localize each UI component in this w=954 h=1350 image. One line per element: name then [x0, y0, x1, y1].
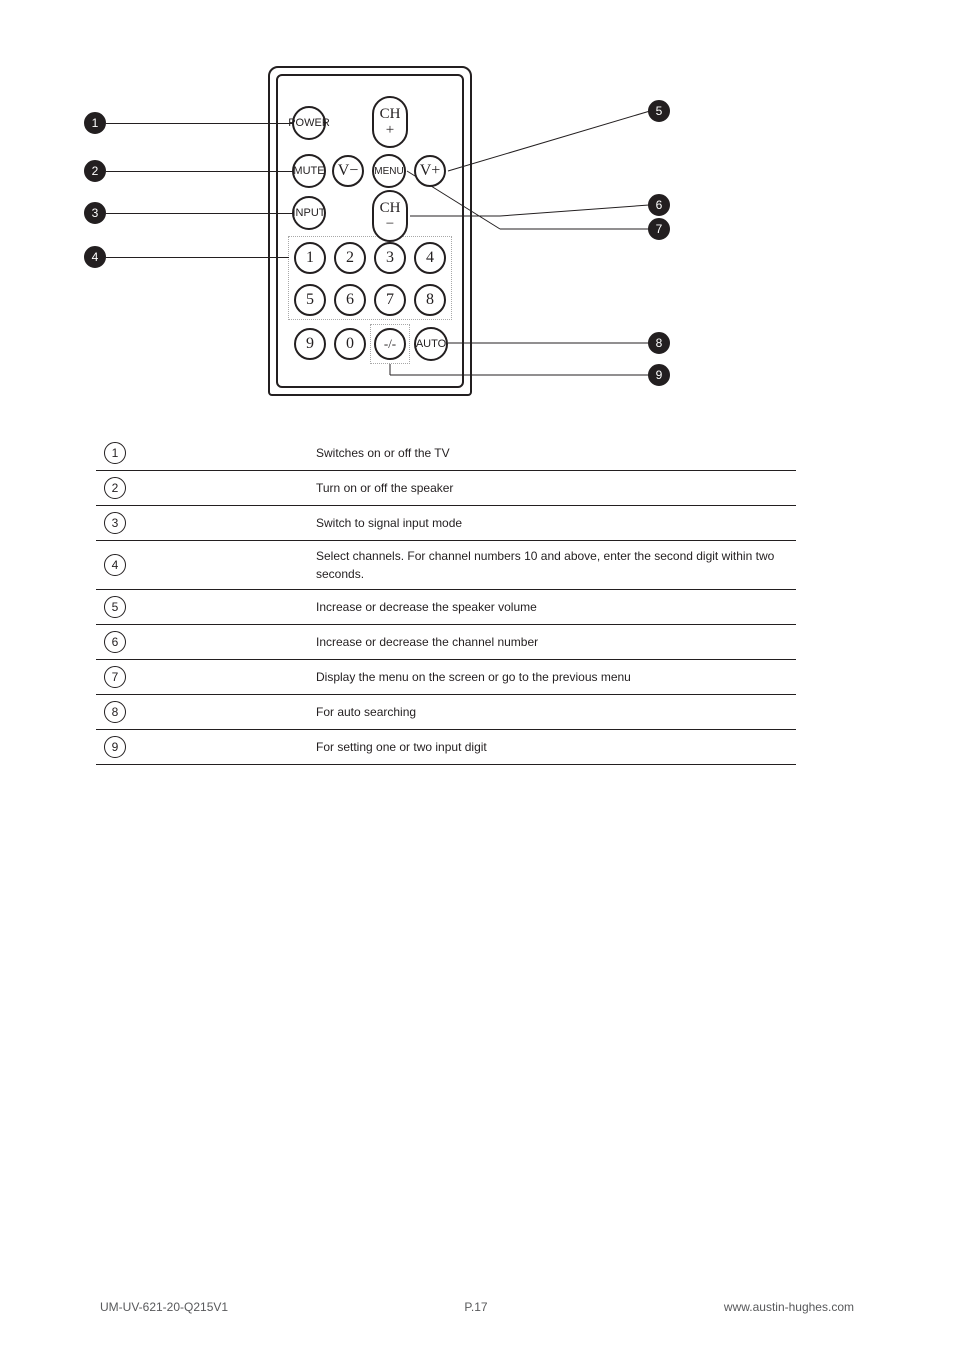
- input-label: INPUT: [293, 207, 326, 219]
- digit-toggle-label: -/-: [384, 336, 396, 352]
- table-row: 9 For setting one or two input digit: [96, 730, 796, 765]
- auto-label: AUTO: [416, 338, 446, 350]
- digit-8: 8: [414, 284, 446, 316]
- table-row: 2 Turn on or off the speaker: [96, 471, 796, 506]
- footer-center: P.17: [464, 1300, 487, 1314]
- menu-button: MENU: [372, 154, 406, 188]
- ch-minus-button: CH −: [372, 190, 408, 242]
- callout-badge-9: 9: [648, 364, 670, 386]
- digit-toggle-button: -/-: [374, 328, 406, 360]
- row-text-1: Switches on or off the TV: [316, 444, 796, 462]
- callout-badge-1: 1: [84, 112, 106, 134]
- auto-button: AUTO: [414, 327, 448, 361]
- power-label: POWER: [288, 117, 330, 129]
- leader-3: [106, 213, 293, 214]
- table-row: 3 Switch to signal input mode: [96, 506, 796, 541]
- ch-plus-symbol: +: [386, 123, 394, 138]
- leader-1: [106, 123, 293, 124]
- callout-badge-2: 2: [84, 160, 106, 182]
- leader-2: [106, 171, 293, 172]
- ch-plus-button: CH +: [372, 96, 408, 148]
- digit-9: 9: [294, 328, 326, 360]
- ch-label-bottom: CH: [380, 200, 401, 217]
- row-badge-2: 2: [104, 477, 126, 499]
- input-button: INPUT: [292, 196, 326, 230]
- digit-6: 6: [334, 284, 366, 316]
- table-row: 6 Increase or decrease the channel numbe…: [96, 625, 796, 660]
- row-text-9: For setting one or two input digit: [316, 738, 796, 756]
- row-badge-7: 7: [104, 666, 126, 688]
- row-text-2: Turn on or off the speaker: [316, 479, 796, 497]
- table-row: 4 Select channels. For channel numbers 1…: [96, 541, 796, 590]
- page-footer: UM-UV-621-20-Q215V1 P.17 www.austin-hugh…: [0, 1300, 954, 1314]
- table-row: 8 For auto searching: [96, 695, 796, 730]
- digit-7: 7: [374, 284, 406, 316]
- table-row: 5 Increase or decrease the speaker volum…: [96, 590, 796, 625]
- digit-0: 0: [334, 328, 366, 360]
- row-text-6: Increase or decrease the channel number: [316, 633, 796, 651]
- remote-diagram: POWER CH + MUTE V− MENU V+ INPUT CH − 1 …: [0, 66, 954, 406]
- page-content: POWER CH + MUTE V− MENU V+ INPUT CH − 1 …: [0, 66, 954, 406]
- row-text-3: Switch to signal input mode: [316, 514, 796, 532]
- row-text-7: Display the menu on the screen or go to …: [316, 668, 796, 686]
- description-table: 1 Switches on or off the TV 2 Turn on or…: [96, 436, 796, 765]
- vol-plus-button: V+: [414, 155, 446, 187]
- row-text-5: Increase or decrease the speaker volume: [316, 598, 796, 616]
- digit-3: 3: [374, 242, 406, 274]
- digit-1: 1: [294, 242, 326, 274]
- mute-label: MUTE: [293, 165, 324, 177]
- row-text-4: Select channels. For channel numbers 10 …: [316, 547, 796, 583]
- footer-right: www.austin-hughes.com: [724, 1300, 854, 1314]
- callout-badge-8: 8: [648, 332, 670, 354]
- vol-plus-label: V+: [420, 162, 441, 180]
- footer-left: UM-UV-621-20-Q215V1: [100, 1300, 228, 1314]
- row-text-8: For auto searching: [316, 703, 796, 721]
- callout-badge-6: 6: [648, 194, 670, 216]
- vol-minus-label: V−: [338, 162, 359, 180]
- ch-label-top: CH: [380, 106, 401, 123]
- menu-label: MENU: [374, 166, 403, 177]
- vol-minus-button: V−: [332, 155, 364, 187]
- table-row: 1 Switches on or off the TV: [96, 436, 796, 471]
- row-badge-4: 4: [104, 554, 126, 576]
- digit-2: 2: [334, 242, 366, 274]
- digit-4: 4: [414, 242, 446, 274]
- row-badge-6: 6: [104, 631, 126, 653]
- row-badge-5: 5: [104, 596, 126, 618]
- mute-button: MUTE: [292, 154, 326, 188]
- callout-badge-3: 3: [84, 202, 106, 224]
- row-badge-1: 1: [104, 442, 126, 464]
- leader-4: [106, 257, 289, 258]
- callout-badge-4: 4: [84, 246, 106, 268]
- callout-badge-5: 5: [648, 100, 670, 122]
- callout-badge-7: 7: [648, 218, 670, 240]
- digit-5: 5: [294, 284, 326, 316]
- table-row: 7 Display the menu on the screen or go t…: [96, 660, 796, 695]
- row-badge-8: 8: [104, 701, 126, 723]
- ch-minus-symbol: −: [386, 217, 394, 232]
- power-button: POWER: [292, 106, 326, 140]
- row-badge-3: 3: [104, 512, 126, 534]
- row-badge-9: 9: [104, 736, 126, 758]
